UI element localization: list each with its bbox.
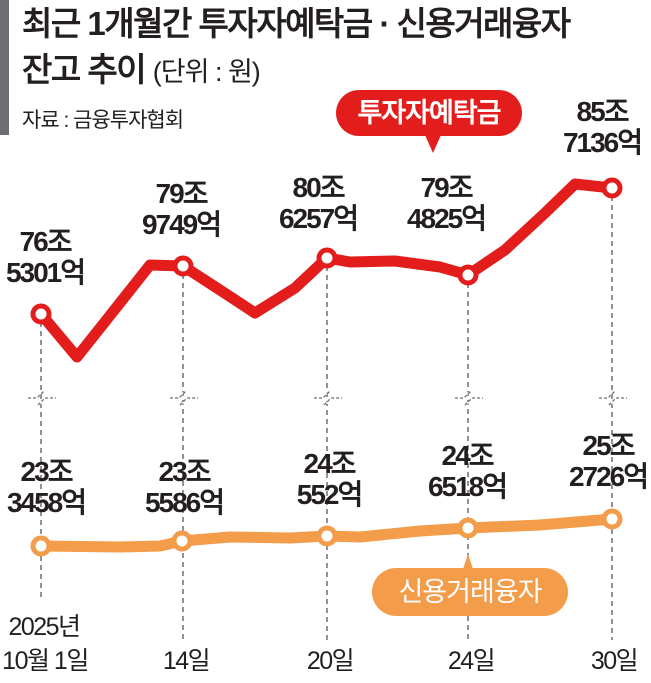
source-note: 자료 : 금융투자협회 bbox=[22, 109, 184, 132]
x-tick-2: 20일 bbox=[306, 647, 355, 675]
deposits-label-2: 80조 6257억 bbox=[278, 172, 359, 234]
x-tick-4: 30일 bbox=[590, 647, 639, 675]
credit-label-3: 24조 6518억 bbox=[427, 440, 508, 502]
credit-callout-pointer bbox=[462, 554, 474, 572]
deposits-label-3: 79조 4825억 bbox=[406, 172, 487, 234]
chart-title-line1: 최근 1개월간 투자자예탁금 · 신용거래융자 bbox=[22, 5, 571, 42]
credit-label-4: 25조 2726억 bbox=[568, 430, 649, 492]
x-tick-0: 10월 1일 bbox=[2, 647, 89, 675]
title-accent-bar bbox=[0, 0, 9, 135]
chart-title-main: 잔고 추이 bbox=[22, 51, 147, 88]
credit-line bbox=[35, 513, 618, 553]
deposits-label-0: 76조 5301억 bbox=[5, 226, 86, 288]
credit-label-0: 23조 3458억 bbox=[6, 456, 87, 518]
credit-label-1: 23조 5586억 bbox=[144, 456, 225, 518]
x-tick-3: 24일 bbox=[447, 647, 496, 675]
deposits-callout-pointer bbox=[425, 135, 441, 153]
x-tick-1: 14일 bbox=[162, 647, 211, 675]
x-axis-year: 2025년 bbox=[8, 613, 81, 641]
deposits-legend-badge: 투자자예탁금 bbox=[336, 90, 522, 136]
chart-title-line2: 잔고 추이 (단위 : 원) bbox=[22, 50, 261, 92]
axis-break-marks bbox=[28, 390, 627, 406]
deposits-label-4: 85조 7136억 bbox=[562, 96, 643, 158]
credit-markers bbox=[30, 508, 623, 557]
credit-label-2: 24조 552억 bbox=[296, 448, 363, 510]
deposits-label-1: 79조 9749억 bbox=[141, 178, 222, 240]
credit-legend-badge: 신용거래융자 bbox=[372, 568, 568, 616]
unit-note: (단위 : 원) bbox=[152, 57, 261, 87]
deposits-markers bbox=[30, 177, 623, 325]
